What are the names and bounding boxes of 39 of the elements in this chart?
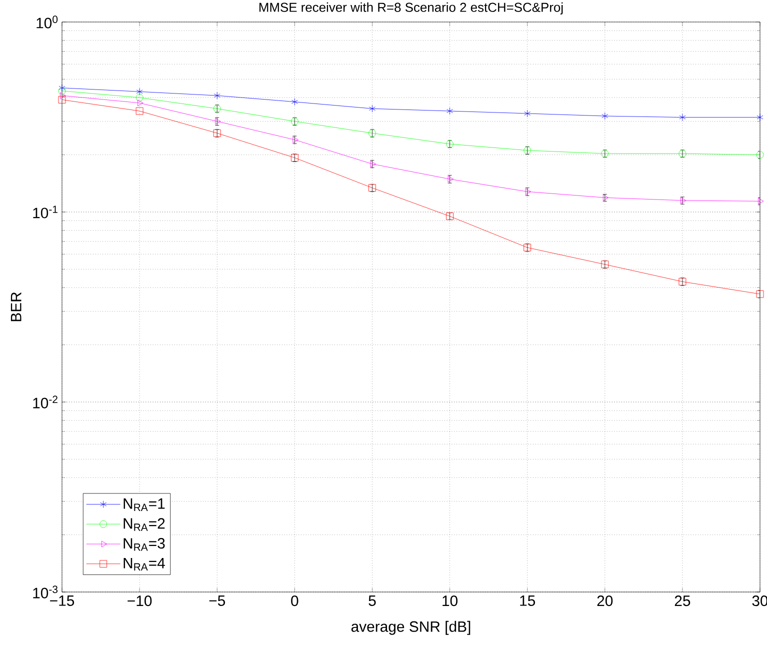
point: [136, 88, 143, 96]
x-tick-label: 5: [368, 596, 376, 606]
legend-label: N$_{RA}$=2: [124, 518, 165, 531]
legend-label: N$_{RA}$=1: [124, 498, 165, 511]
point: [138, 100, 144, 106]
point: [291, 98, 298, 106]
y-tick-label: 10$^{-1}$: [33, 206, 58, 218]
point: [524, 110, 531, 118]
point: [136, 107, 144, 115]
y-tick-label: 10$^{-3}$: [33, 586, 58, 598]
x-axis-title: average SNR [dB]: [351, 620, 470, 635]
x-tick-label: −15: [50, 596, 74, 606]
point: [369, 104, 376, 112]
point: [756, 290, 764, 298]
y-tick-label: 10$^{0}$: [36, 16, 58, 28]
point: [58, 87, 66, 95]
x-tick-label: −10: [128, 596, 152, 606]
legend-label: N$_{RA}$=3: [124, 538, 165, 551]
point: [136, 94, 144, 102]
point: [602, 112, 608, 120]
x-tick-label: 10: [442, 596, 458, 606]
point: [58, 84, 66, 92]
point: [756, 151, 764, 159]
point: [58, 96, 66, 104]
chart-title: MMSE receiver with R=8 Scenario 2 estCH=SC&Proj: [259, 2, 563, 14]
point: [679, 114, 686, 122]
x-tick-label: 20: [597, 596, 613, 606]
point: [214, 92, 220, 100]
x-tick-label: 0: [291, 596, 298, 606]
y-axis-title: BER: [10, 292, 22, 322]
point: [756, 114, 764, 122]
y-tick-label: 10$^{-2}$: [33, 396, 58, 408]
x-tick-label: −5: [209, 596, 226, 606]
x-tick-label: 15: [520, 596, 536, 606]
x-tick-label: 25: [674, 596, 690, 606]
legend-label: N$_{RA}$=4: [124, 558, 165, 570]
point: [446, 107, 453, 115]
point: [758, 198, 764, 204]
point: [60, 92, 66, 99]
